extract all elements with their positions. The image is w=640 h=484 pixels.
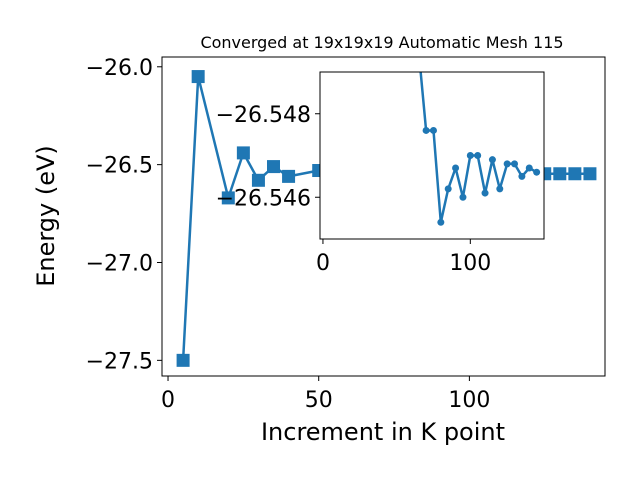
inset-data-point (488, 156, 496, 164)
main-data-point (176, 353, 190, 367)
main-y-tick-label: −27.5 (86, 349, 153, 374)
inset-data-point (437, 218, 445, 226)
main-y-tick-label: −27.0 (86, 251, 153, 276)
main-data-point (568, 167, 582, 181)
inset-data-point (518, 172, 526, 180)
main-x-tick-label: 0 (161, 388, 175, 413)
inset-plot-border (319, 71, 545, 240)
y-axis-label: Energy (eV) (32, 145, 60, 287)
main-data-point (236, 146, 250, 160)
inset-data-point (459, 193, 467, 201)
inset-data-point (511, 160, 519, 168)
inset-data-point (496, 185, 504, 193)
main-x-tick-label: 100 (448, 388, 490, 413)
inset-plot-area (319, 71, 545, 240)
x-axis-label: Increment in K point (261, 418, 505, 446)
main-data-point (282, 169, 296, 183)
chart-title: Converged at 19x19x19 Automatic Mesh 115 (200, 33, 563, 52)
inset-y-tick-label: −26.546 (216, 186, 311, 211)
inset-data-point (466, 152, 474, 159)
inset-data-point (429, 126, 437, 134)
main-y-tick-label: −26.0 (86, 56, 153, 81)
main-data-point (553, 167, 567, 181)
inset-x-tick-label: 0 (316, 251, 330, 276)
main-data-point (267, 160, 281, 174)
inset-x-tick-label: 100 (449, 251, 491, 276)
main-data-point (251, 173, 265, 187)
inset-data-point (503, 160, 511, 168)
inset-y-tick-label: −26.548 (216, 103, 311, 128)
inset-data-point (444, 185, 452, 193)
inset-data-point (452, 164, 460, 172)
main-data-point (583, 167, 597, 181)
main-y-tick-label: −26.5 (86, 154, 153, 179)
inset-data-point (525, 164, 533, 172)
inset-data-point (481, 189, 489, 197)
inset-data-point (422, 126, 430, 134)
inset-data-point (533, 168, 541, 176)
main-x-tick-label: 50 (305, 388, 333, 413)
main-data-point (191, 70, 205, 84)
main-data-point (221, 191, 235, 205)
inset-data-point (474, 152, 482, 159)
